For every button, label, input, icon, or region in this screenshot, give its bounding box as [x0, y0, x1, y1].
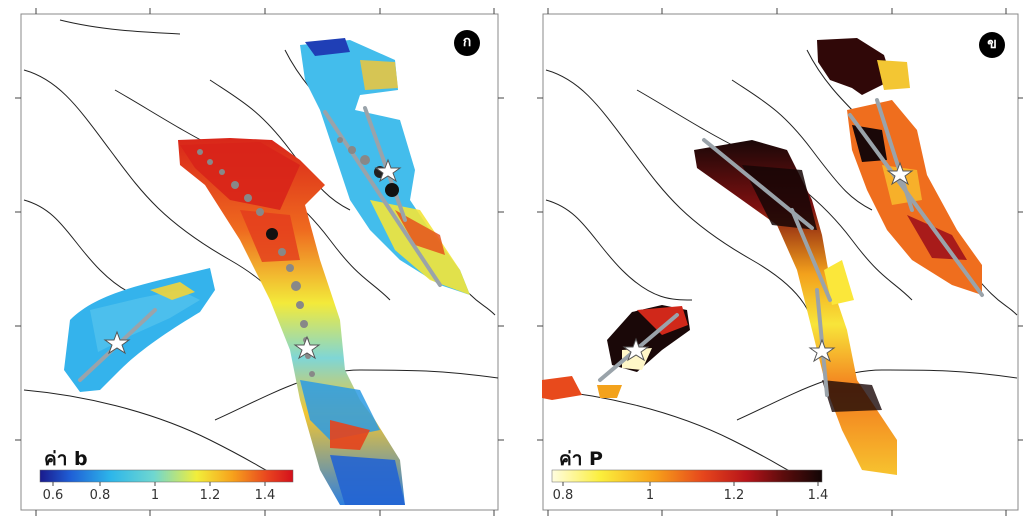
panel-badge-b: ข	[979, 32, 1005, 58]
colorbar-tick: 0.8	[552, 488, 574, 503]
panel-b-value-map: ก ค่า b 0.6 0.8 1 1.2 1.4	[15, 8, 504, 516]
frame-ticks	[15, 8, 504, 516]
map-a	[15, 8, 504, 516]
colorbar-tick: 1.2	[199, 488, 221, 503]
colorbar-tick: 0.6	[42, 488, 64, 503]
p-value-region-north	[817, 38, 892, 95]
colorbar-tick: 1	[645, 488, 655, 503]
colorbar-title-p: ค่า P	[559, 448, 603, 470]
panel-p-value-map: ข ค่า P 0.8 1 1.2 1.4	[512, 0, 1024, 524]
colorbar-tick: 1.2	[723, 488, 745, 503]
colorbar-p	[551, 469, 823, 483]
p-value-region-west-edge	[542, 376, 582, 400]
colorbar-tick: 0.8	[89, 488, 111, 503]
panel-badge-a: ก	[454, 30, 480, 56]
frame-ticks	[537, 8, 1023, 516]
epicenter-star-icon	[103, 158, 402, 360]
epicenter-star-icon	[622, 161, 914, 363]
colorbar-b	[39, 469, 294, 483]
colorbar-title-b: ค่า b	[44, 448, 88, 470]
colorbar-tick: 1	[150, 488, 160, 503]
map-b	[537, 8, 1023, 516]
colorbar-tick: 1.4	[807, 488, 829, 503]
colorbar-tick: 1.4	[254, 488, 276, 503]
